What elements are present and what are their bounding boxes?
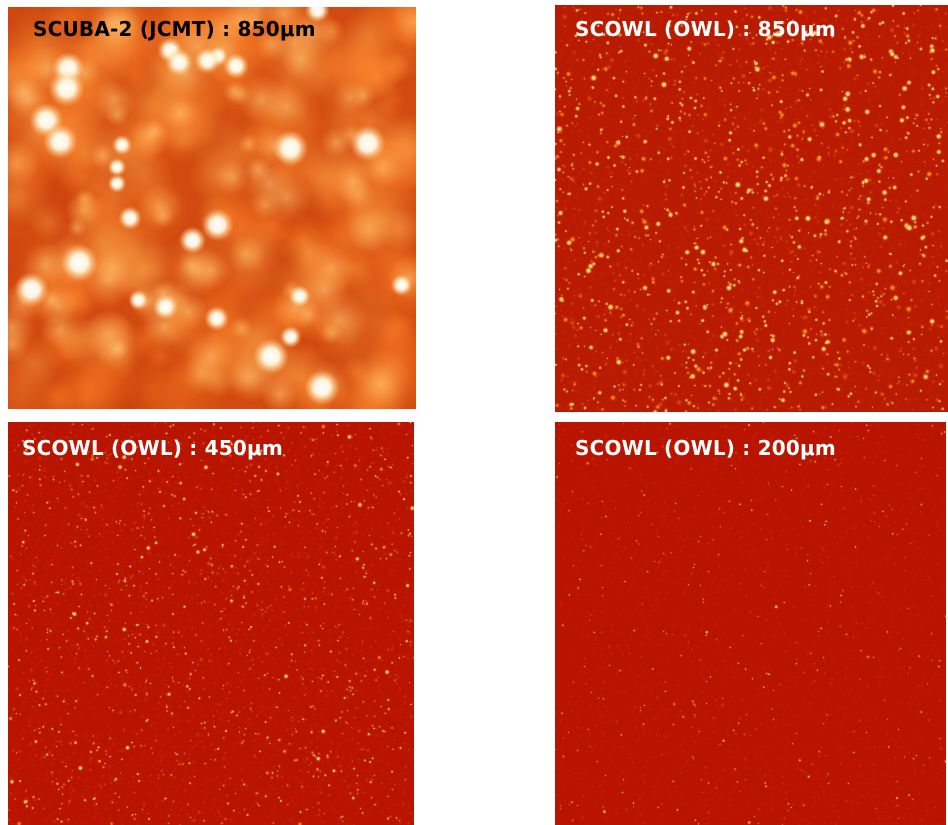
scowl-850um-image: [555, 5, 948, 412]
scuba2-850um-image: [8, 7, 416, 409]
scuba2-850um-title: SCUBA-2 (JCMT) : 850μm: [33, 17, 316, 41]
scowl-850um-title: SCOWL (OWL) : 850μm: [575, 17, 836, 41]
scowl-850um-map: SCOWL (OWL) : 850μm: [555, 5, 948, 412]
scowl-200um-title: SCOWL (OWL) : 200μm: [575, 436, 836, 460]
scuba2-850um-map: SCUBA-2 (JCMT) : 850μm: [8, 7, 416, 409]
scowl-450um-image: [8, 422, 414, 825]
scowl-450um-map: SCOWL (OWL) : 450μm: [8, 422, 414, 825]
scowl-200um-image: [555, 422, 946, 825]
scowl-450um-title: SCOWL (OWL) : 450μm: [22, 436, 283, 460]
scowl-200um-map: SCOWL (OWL) : 200μm: [555, 422, 946, 825]
